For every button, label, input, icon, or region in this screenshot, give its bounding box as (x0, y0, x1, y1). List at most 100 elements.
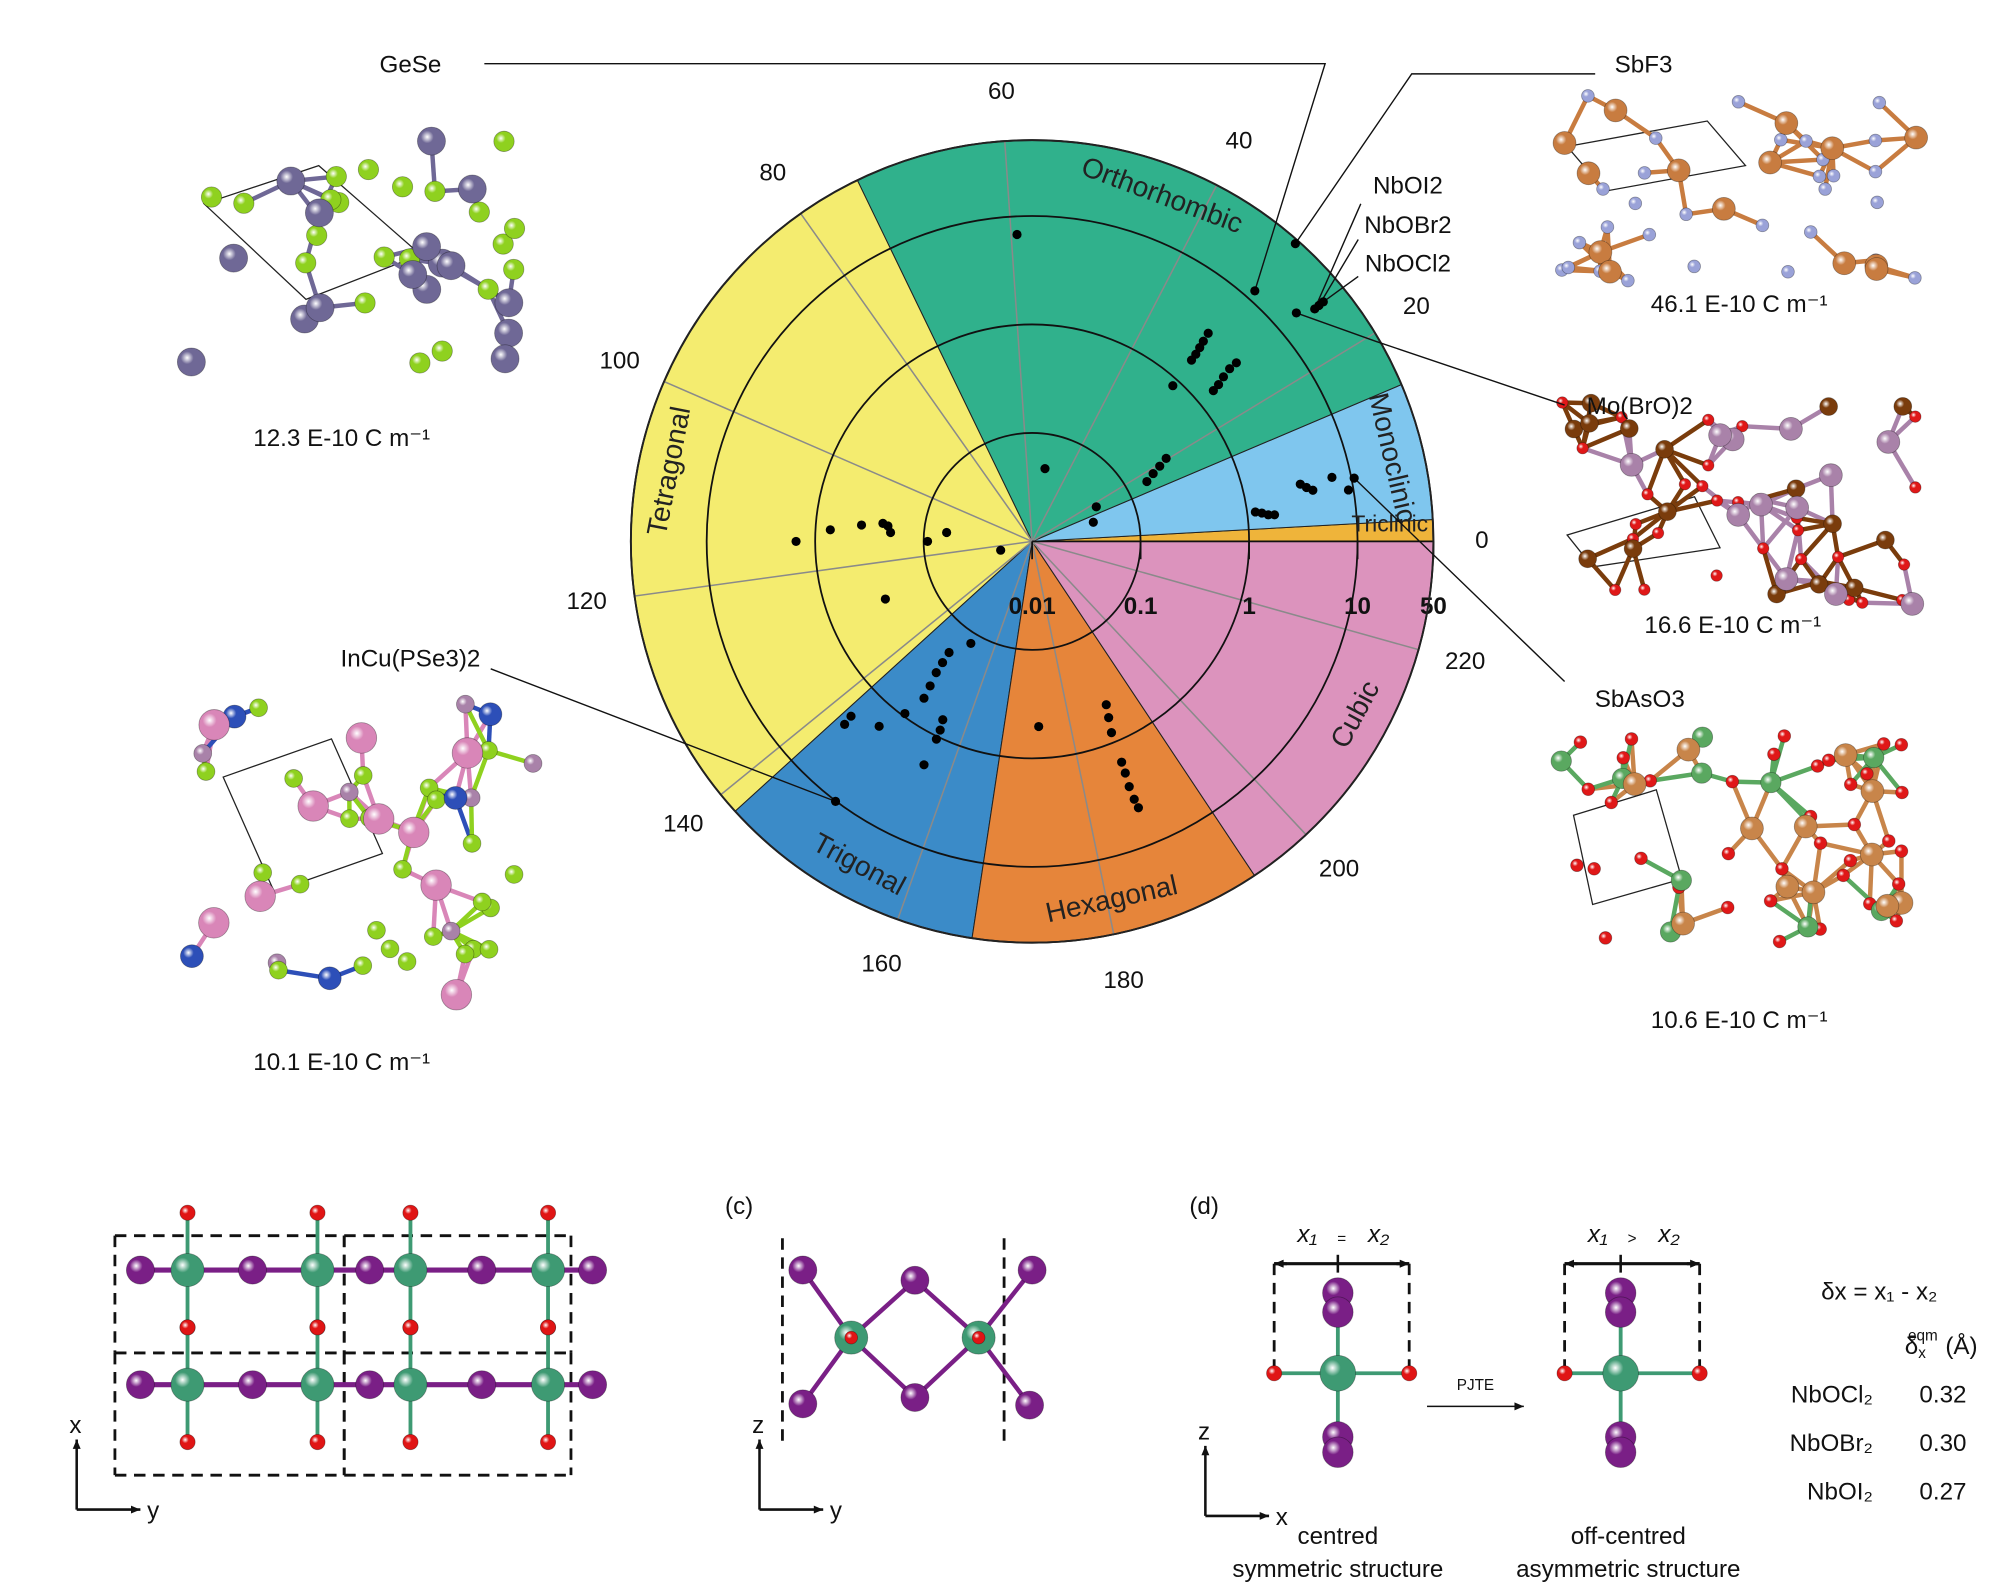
atom (420, 869, 452, 901)
atom (198, 709, 230, 741)
data-point (1129, 794, 1139, 804)
unit-cell (222, 738, 384, 893)
atom (788, 1389, 818, 1419)
atom (1581, 89, 1595, 103)
angular-grid-line (800, 213, 1033, 542)
atom (1826, 168, 1841, 183)
atom (1908, 271, 1922, 285)
atom (276, 166, 306, 196)
data-point (922, 536, 933, 546)
atom (1696, 480, 1709, 493)
angular-grid-line (1031, 184, 1218, 542)
material-caption: 10.6 E-10 C m⁻¹ (1651, 1007, 1828, 1034)
atom (1819, 397, 1838, 416)
atom (176, 347, 206, 377)
data-point (1203, 328, 1213, 338)
atom (1843, 777, 1858, 792)
atom (1859, 842, 1884, 867)
atom (1604, 795, 1619, 810)
atom (1581, 393, 1601, 413)
header-part: (Å) (1945, 1332, 1977, 1360)
arrow-head (1399, 1259, 1410, 1268)
atom (1676, 737, 1701, 762)
atom (1731, 95, 1746, 109)
atom (393, 1367, 428, 1402)
data-point (1168, 381, 1178, 391)
atom (1909, 481, 1922, 494)
atom (494, 318, 524, 348)
atom (1578, 549, 1597, 569)
atom (363, 803, 395, 835)
atom (492, 233, 514, 255)
arrow-head (1564, 1259, 1574, 1268)
atom (440, 979, 473, 1011)
atom (1726, 503, 1751, 527)
atom (125, 1255, 155, 1285)
data-point (885, 527, 896, 538)
polar-chart: 0.01 0.1 1 10 50 0 20 40 60 80 100 120 140 160 180 200 2… (566, 78, 1488, 994)
atom (844, 1330, 858, 1345)
angular-tick-label: 160 (861, 951, 901, 978)
atom (1820, 136, 1845, 161)
material-caption: 46.1 E-10 C m⁻¹ (1651, 291, 1828, 318)
atom (1642, 227, 1657, 242)
structure (1550, 726, 1914, 949)
caption: centred (1298, 1523, 1379, 1550)
atom (300, 1367, 335, 1402)
caption: symmetric structure (1232, 1556, 1443, 1583)
atom (1629, 517, 1642, 531)
annotated-point (830, 796, 841, 806)
distance-label: x₁ (1296, 1221, 1317, 1248)
atom (1691, 762, 1713, 784)
data-point (825, 525, 835, 535)
angular-tick-label: 100 (599, 348, 639, 375)
atom (1781, 264, 1795, 279)
atom (1619, 419, 1639, 438)
atom (1767, 584, 1786, 604)
arrow-head (72, 1439, 81, 1449)
data-point (1148, 468, 1158, 479)
data-point (1101, 700, 1111, 710)
atom (179, 1204, 196, 1221)
atom (1721, 846, 1736, 861)
axis-label: z (1198, 1419, 1210, 1446)
atom (193, 744, 213, 763)
atom (1860, 766, 1874, 781)
atom (1637, 166, 1652, 180)
atom (426, 790, 446, 810)
data-point (944, 647, 954, 658)
material-label: SbF3 (1615, 52, 1673, 79)
atom (393, 860, 412, 879)
atom (1666, 158, 1691, 183)
atom (900, 1383, 930, 1412)
atom (253, 863, 273, 882)
atom (1651, 526, 1665, 540)
atom (1812, 169, 1827, 184)
atom (1604, 1296, 1637, 1328)
structure (176, 126, 526, 377)
data-point (937, 658, 948, 668)
radial-tick-label: 50 (1420, 593, 1447, 620)
header-part: eqm (1908, 1327, 1938, 1344)
atom (409, 352, 431, 374)
atom (1818, 182, 1832, 196)
atom (504, 865, 524, 884)
polar-border (629, 139, 1435, 944)
atom (244, 880, 276, 912)
material-label: SbAsO3 (1595, 686, 1685, 713)
atom (1634, 851, 1648, 866)
atom (249, 698, 268, 718)
atom (340, 782, 359, 802)
angular-tick-label: 60 (988, 78, 1015, 105)
atom (1570, 858, 1584, 873)
atom (503, 217, 526, 240)
distance-label: x₁ (1587, 1221, 1608, 1248)
unit-cell (1572, 789, 1683, 906)
structure (180, 694, 543, 1011)
atom (1641, 488, 1654, 501)
data-point (1213, 380, 1224, 390)
atom (1801, 880, 1826, 905)
atom (1588, 240, 1613, 264)
